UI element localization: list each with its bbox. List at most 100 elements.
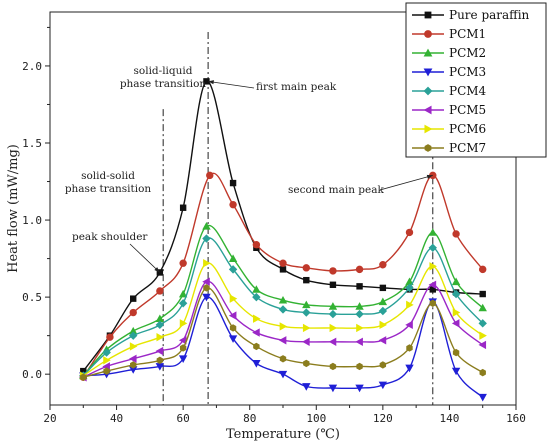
x-tick-label: 120 [373,412,393,425]
data-point [103,367,110,375]
data-point [179,259,187,267]
annotation-arrow [208,80,255,89]
annotation-arrow [129,243,161,273]
data-point [252,328,260,337]
legend-marker [423,105,432,115]
annotation-text: first main peak [256,81,337,93]
data-point [405,283,414,293]
series-pcm6 [79,259,487,380]
legend-marker [423,86,433,96]
data-point [406,344,413,352]
data-point [129,308,137,317]
series-layer [79,78,487,402]
data-point [379,361,387,369]
data-point [356,362,363,371]
data-point [328,302,338,310]
data-point [356,283,363,290]
data-point [429,262,437,271]
data-point [302,323,311,333]
data-point [378,336,387,345]
data-point [179,344,187,352]
x-tick-label: 60 [177,412,190,425]
legend-item: Pure paraffin [412,8,530,22]
legend-marker [423,48,433,57]
legend-marker [424,124,433,134]
data-point [429,286,436,293]
data-point [379,320,388,330]
x-tick-label: 100 [306,412,326,425]
x-tick-label: 80 [243,412,256,425]
legend-item: PCM5 [412,103,486,117]
data-point [179,204,187,211]
data-point [302,264,310,272]
data-point [202,234,211,243]
data-point [178,336,187,345]
legend-item: PCM1 [412,27,486,41]
legend-item: PCM3 [412,65,486,79]
legend-label: PCM2 [449,46,486,60]
data-point [129,342,138,351]
data-point [155,346,164,356]
data-point [329,362,337,371]
data-point [303,359,310,368]
data-point [452,308,461,317]
legend-label: Pure paraffin [449,8,530,22]
data-point [228,335,238,343]
data-point [478,303,487,312]
data-point [202,277,210,286]
data-point [302,337,310,347]
data-point [479,265,487,274]
arrow-head [208,80,214,85]
legend-box [405,2,547,158]
data-point [129,326,138,335]
data-point [303,276,310,284]
data-point [156,287,164,295]
annotation-text: second main peak [288,184,384,196]
data-point [156,356,164,365]
data-point [428,228,437,236]
data-point [378,306,388,316]
annotation-peak-shoulder: peak shoulder [72,231,148,243]
data-point [329,281,337,288]
legend-marker [423,68,433,77]
data-point [178,299,188,308]
data-point [355,384,364,393]
data-point [129,354,137,363]
data-point [329,267,337,275]
data-point [328,309,338,319]
data-point [278,336,287,345]
x-tick-label: 20 [43,412,56,425]
data-point [106,333,114,341]
data-point [355,265,364,274]
data-point [479,331,487,340]
data-point [203,78,210,85]
data-point [452,348,460,357]
data-point [129,331,138,340]
data-point [252,360,261,368]
legend-marker [424,30,432,38]
data-point [479,290,486,298]
data-point [228,265,238,274]
data-point [253,342,260,351]
data-point [130,361,137,369]
annotation-text: phase transition [65,183,152,195]
data-point [252,285,261,293]
data-point [279,266,287,273]
data-point [80,373,87,381]
data-point [478,319,487,328]
legend-marker [424,144,432,152]
legend-label: PCM3 [449,65,486,79]
data-point [178,289,188,298]
annotation-text: phase transition [120,78,207,90]
data-point [155,320,165,330]
data-point [428,280,437,289]
series-pcm7 [80,284,486,381]
data-point [179,319,188,328]
data-point [228,254,238,262]
data-point [203,259,211,268]
series-pcm3 [79,293,487,402]
